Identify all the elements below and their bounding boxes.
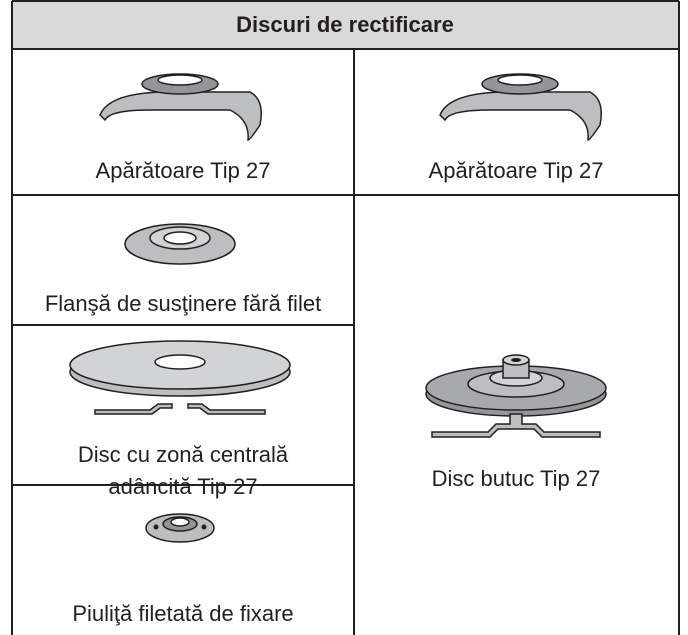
guard-icon	[99, 73, 262, 141]
header-title: Discuri de rectificare	[236, 12, 454, 37]
cell-label: Flanşă de susţinere fără filet	[45, 291, 321, 316]
flange-icon	[124, 223, 236, 265]
cell-label: Apărătoare Tip 27	[429, 158, 604, 183]
shape	[511, 358, 521, 362]
nut-icon	[145, 513, 215, 543]
cell-label: Disc butuc Tip 27	[432, 466, 601, 491]
shape	[187, 403, 266, 415]
cell-label: Disc cu zonă centrală	[78, 442, 289, 467]
disc-icon	[69, 340, 291, 415]
hub-disc-icon	[425, 354, 607, 438]
header-bg	[12, 1, 679, 49]
guard-icon	[439, 73, 602, 141]
shape	[99, 91, 262, 141]
shape	[154, 354, 206, 370]
shape	[163, 231, 197, 245]
cell-label: adâncită Tip 27	[108, 474, 257, 499]
shape	[170, 517, 190, 527]
shape	[439, 91, 602, 141]
shape	[157, 74, 203, 86]
shape	[201, 524, 207, 530]
shape	[497, 74, 543, 86]
cell-label: Apărătoare Tip 27	[96, 158, 271, 183]
shape	[153, 524, 159, 530]
table-frame	[11, 0, 680, 635]
shape	[94, 403, 173, 415]
shape	[431, 413, 601, 438]
cell-label: Piuliţă filetată de fixare	[72, 601, 293, 626]
